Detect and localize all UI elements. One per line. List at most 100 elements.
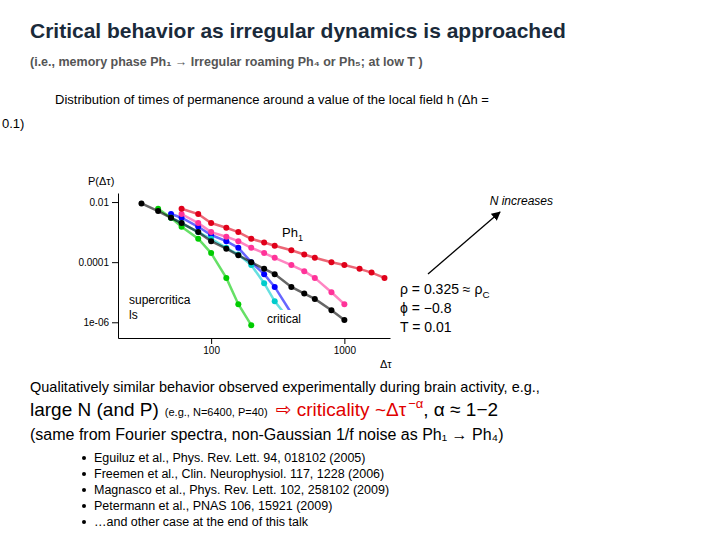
y-tick: 1e-06 [83, 317, 118, 328]
y-tick-mark [112, 202, 118, 203]
data-point [195, 220, 201, 226]
y-tick-label: 1e-06 [83, 317, 109, 328]
caption: 0.1) [2, 116, 24, 131]
x-tick: 1000 [334, 338, 357, 356]
result: large N (and P) (e.g., N=6400, P=40) ⇨ cri… [30, 396, 498, 420]
data-point [288, 247, 294, 253]
x-tick-mark [211, 338, 212, 344]
parameter-sub: C [482, 289, 489, 300]
data-point [261, 266, 267, 272]
data-point [223, 225, 229, 231]
critical-label: critical [267, 312, 301, 326]
bullet [82, 456, 86, 460]
data-point [195, 229, 201, 235]
y-tick-mark [112, 262, 118, 263]
y-tick: 0.0001 [78, 257, 118, 268]
data-point [223, 245, 229, 251]
phase-label-main: Ph [282, 225, 298, 240]
data-point [357, 266, 363, 272]
data-point [248, 245, 254, 251]
data-point [341, 301, 347, 307]
parameter: ϕ = −0.8 [400, 300, 452, 316]
x-axis: 100 1000 [119, 338, 391, 356]
data-point [208, 220, 214, 226]
bullet [82, 488, 86, 492]
series-line [182, 209, 385, 278]
bullet [82, 504, 86, 508]
data-point [272, 298, 278, 304]
data-point [272, 255, 278, 261]
caption: Distribution of times of permanence arou… [55, 92, 489, 107]
y-axis-line [118, 194, 119, 339]
data-point [381, 275, 387, 281]
y-tick-mark [112, 322, 118, 323]
data-point [223, 275, 229, 281]
label-box [278, 221, 314, 243]
result-part: large N (and P) [30, 399, 159, 420]
annotations: Ph1supercriticalscriticalN increasesρ = … [126, 194, 553, 335]
data-point [138, 200, 144, 206]
phase-label-sub: 1 [298, 233, 303, 243]
data-point [328, 289, 334, 295]
data-point [168, 215, 174, 221]
data-point [328, 259, 334, 265]
data-point [235, 252, 241, 258]
data-point [341, 317, 347, 323]
data-point [179, 220, 185, 226]
arrow-label: N increases [490, 194, 553, 208]
subtitle: (i.e., memory phase Ph₁ → Irregular roam… [30, 55, 423, 69]
data-point [272, 243, 278, 249]
data-point [208, 238, 214, 244]
summary: Qualitatively similar behavior observed … [30, 379, 540, 395]
data-point [208, 229, 214, 235]
parameter-main: T = 0.01 [400, 319, 452, 335]
data-point [288, 262, 294, 268]
x-axis-title: Δτ [380, 358, 392, 370]
data-point [288, 284, 294, 290]
label-box [264, 310, 316, 328]
parameter-main: ϕ = −0.8 [400, 300, 452, 316]
data-point [248, 259, 254, 265]
phase-label: Ph1 [282, 225, 303, 243]
x-tick-label: 1000 [334, 345, 357, 356]
data-point [223, 234, 229, 240]
data-point [235, 301, 241, 307]
data-point [301, 251, 307, 257]
chart: 100 1000 0.01 0.0001 1e-06 Δτ P(Δτ) Ph1 supercri… [78, 175, 553, 370]
data-point [328, 307, 334, 313]
data-point [168, 215, 174, 221]
data-point [248, 322, 254, 328]
data-point [312, 255, 318, 261]
data-point [195, 236, 201, 242]
parameter: T = 0.01 [400, 319, 452, 335]
data-point [168, 215, 174, 221]
data-point [248, 236, 254, 242]
data-point [312, 296, 318, 302]
supercritical-label: supercritica [129, 293, 191, 307]
data-point [301, 291, 307, 297]
data-point [369, 270, 375, 276]
title: Critical behavior as irregular dynamics … [30, 19, 566, 42]
result-part: , α ≈ 1−2 [423, 399, 498, 420]
y-tick-label: 0.0001 [78, 257, 109, 268]
reference: …and other case at the end of this talk [94, 515, 309, 529]
x-tick-label: 100 [203, 345, 220, 356]
result-part: −α [408, 396, 424, 411]
y-tick: 0.01 [90, 197, 118, 208]
data-point [272, 271, 278, 277]
y-tick-label: 0.01 [90, 197, 110, 208]
slide: Critical behavior as irregular dynamics … [0, 0, 720, 540]
data-point [208, 250, 214, 256]
data-point [179, 220, 185, 226]
reference: Petermann et al., PNAS 106, 15921 (2009) [94, 499, 332, 513]
data-point [235, 229, 241, 235]
y-axis-title: P(Δτ) [88, 175, 114, 187]
data-point [261, 271, 267, 277]
data-point [195, 211, 201, 217]
result-part: (e.g., N=6400, P=40) [165, 406, 268, 418]
result-part: ⇨ criticality ~Δτ [276, 399, 407, 420]
data-point [261, 250, 267, 256]
supercritical-label: ls [129, 308, 138, 322]
y-axis: 0.01 0.0001 1e-06 [78, 194, 118, 339]
bullet [82, 472, 86, 476]
